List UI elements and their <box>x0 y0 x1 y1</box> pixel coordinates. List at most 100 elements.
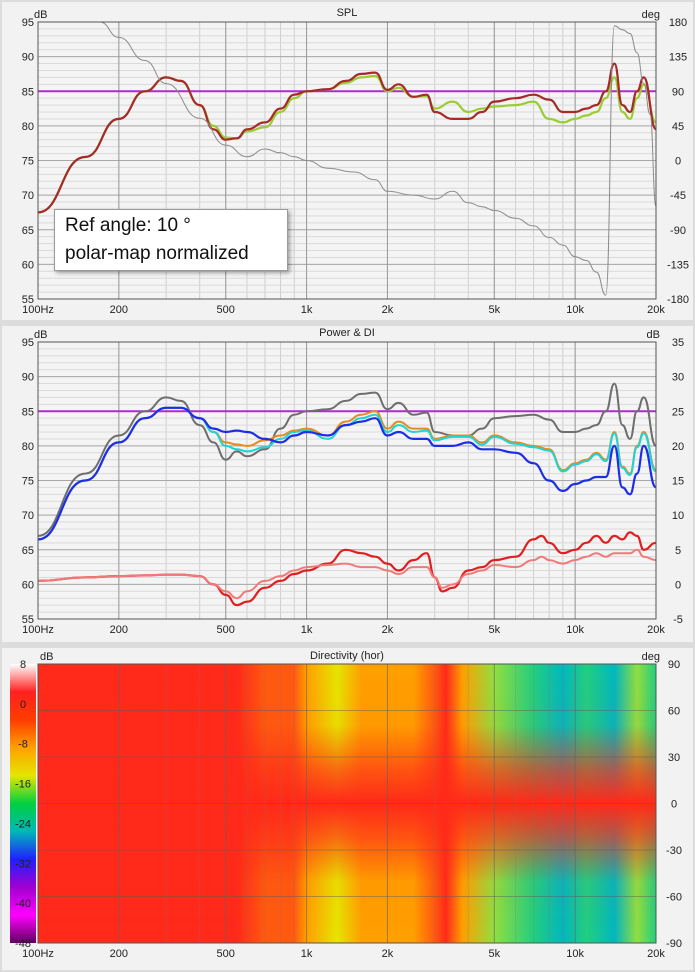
y-right-tick-label: 45 <box>672 121 684 133</box>
normalization-text: polar-map normalized <box>65 243 249 264</box>
y-left-tick-label: 55 <box>22 614 34 626</box>
series-group <box>38 22 656 296</box>
x-tick-label: 1k <box>301 624 313 636</box>
y-right-tick-label: -90 <box>666 938 682 950</box>
y-right-unit: deg <box>642 651 660 663</box>
y-right-tick-label: 30 <box>672 372 684 384</box>
y-right-tick-label: 0 <box>671 799 677 811</box>
chart-title: Directivity (hor) <box>310 650 384 662</box>
plot-border <box>37 21 657 300</box>
colorbar-unit: dB <box>40 651 53 663</box>
plot-border <box>37 663 657 944</box>
x-tick-label: 10k <box>566 624 584 636</box>
series-group <box>38 382 656 607</box>
colorbar-tick-label: -48 <box>15 938 31 950</box>
y-right-tick-label: 90 <box>668 659 680 671</box>
spl-chart-panel: SPL 100Hz 200 500 1k 2k 5k 10k 20k dB 55 60 65 70 75 80… <box>2 2 693 320</box>
y-right-unit: dB <box>647 329 660 341</box>
y-right-tick-label: 90 <box>672 86 684 98</box>
x-tick-label: 200 <box>110 304 128 316</box>
y-left-tick-label: 75 <box>22 156 34 168</box>
y-left-tick-label: 60 <box>22 579 34 591</box>
colorbar <box>10 664 36 943</box>
x-tick-label: 2k <box>382 948 394 960</box>
y-right-tick-label: 0 <box>675 156 681 168</box>
y-left-tick-label: 70 <box>22 510 34 522</box>
colorbar-tick-label: -16 <box>15 779 31 791</box>
colorbar-tick-label: 0 <box>20 699 26 711</box>
y-right-tick-label: 135 <box>669 52 687 64</box>
y-left-tick-label: 95 <box>22 337 34 349</box>
y-right-tick-label: -30 <box>666 845 682 857</box>
y-right-tick-label: -90 <box>670 225 686 237</box>
y-right-tick-label: 35 <box>672 337 684 349</box>
x-tick-label: 100Hz <box>22 304 54 316</box>
y-left-tick-label: 75 <box>22 476 34 488</box>
y-right-tick-label: 180 <box>669 17 687 29</box>
y-left-tick-label: 85 <box>22 86 34 98</box>
y-left-tick-label: 65 <box>22 225 34 237</box>
y-left-tick-label: 60 <box>22 259 34 271</box>
y-right-tick-label: 25 <box>672 406 684 418</box>
y-left-tick-label: 90 <box>22 52 34 64</box>
y-left-tick-label: 85 <box>22 406 34 418</box>
y-right-tick-label: -45 <box>670 190 686 202</box>
heatmap-edge-layer <box>38 664 656 943</box>
x-tick-label: 20k <box>647 624 665 636</box>
x-tick-label: 20k <box>647 304 665 316</box>
x-tick-label: 1k <box>301 948 313 960</box>
directivity-heatmap: Directivity (hor) 100Hz 200 500 1k 2k 5k 10k 20k… <box>10 650 682 960</box>
x-tick-label: 100Hz <box>22 948 54 960</box>
x-tick-label: 20k <box>647 948 665 960</box>
directivity-chart-panel: Directivity (hor) 100Hz 200 500 1k 2k 5k 10k 20k… <box>2 648 693 970</box>
x-tick-label: 2k <box>382 304 394 316</box>
y-left-tick-label: 55 <box>22 294 34 306</box>
x-tick-label: 500 <box>217 624 235 636</box>
colorbar-tick-label: -32 <box>15 858 31 870</box>
spl-chart: SPL 100Hz 200 500 1k 2k 5k 10k 20k dB 55 60 65 70 75 80… <box>22 7 689 316</box>
y-right-tick-label: 30 <box>668 752 680 764</box>
y-right-tick-label: 60 <box>668 706 680 718</box>
y-left-unit: dB <box>34 9 47 21</box>
x-tick-label: 5k <box>488 948 500 960</box>
y-left-tick-label: 70 <box>22 190 34 202</box>
chart-title: Power & DI <box>319 327 375 339</box>
x-tick-label: 100Hz <box>22 624 54 636</box>
y-right-tick-label: 15 <box>672 476 684 488</box>
colorbar-tick-label: -24 <box>15 818 31 830</box>
series-line-2 <box>38 62 656 214</box>
y-left-tick-label: 90 <box>22 372 34 384</box>
ref-angle-text: Ref angle: 10 ° <box>65 215 191 236</box>
x-tick-label: 10k <box>566 304 584 316</box>
series-line-1 <box>38 382 656 537</box>
series-line-4 <box>38 406 656 541</box>
y-left-tick-label: 80 <box>22 121 34 133</box>
x-tick-label: 5k <box>488 304 500 316</box>
y-right-tick-label: -5 <box>673 614 683 626</box>
colorbar-tick-label: -8 <box>18 739 28 751</box>
chart-title: SPL <box>337 7 358 19</box>
x-tick-label: 200 <box>110 624 128 636</box>
colorbar-tick-label: -40 <box>15 898 31 910</box>
power-di-chart-panel: Power & DI 100Hz 200 500 1k 2k 5k 10k 20k dB 55 60 6… <box>2 326 693 642</box>
plot-border <box>37 341 657 620</box>
y-right-tick-label: -135 <box>667 259 689 271</box>
y-right-tick-label: 5 <box>675 545 681 557</box>
x-tick-label: 200 <box>110 948 128 960</box>
x-tick-label: 2k <box>382 624 394 636</box>
y-left-tick-label: 65 <box>22 545 34 557</box>
y-right-tick-label: -60 <box>666 892 682 904</box>
y-right-tick-label: -180 <box>667 294 689 306</box>
y-right-tick-label: 10 <box>672 510 684 522</box>
x-tick-label: 5k <box>488 624 500 636</box>
y-right-tick-label: 20 <box>672 441 684 453</box>
y-left-tick-label: 80 <box>22 441 34 453</box>
x-tick-label: 500 <box>217 304 235 316</box>
x-tick-label: 1k <box>301 304 313 316</box>
y-right-tick-label: 0 <box>675 579 681 591</box>
series-line-3 <box>99 22 656 296</box>
y-left-unit: dB <box>34 329 47 341</box>
colorbar-tick-label: 8 <box>20 659 26 671</box>
y-right-unit: deg <box>642 9 660 21</box>
